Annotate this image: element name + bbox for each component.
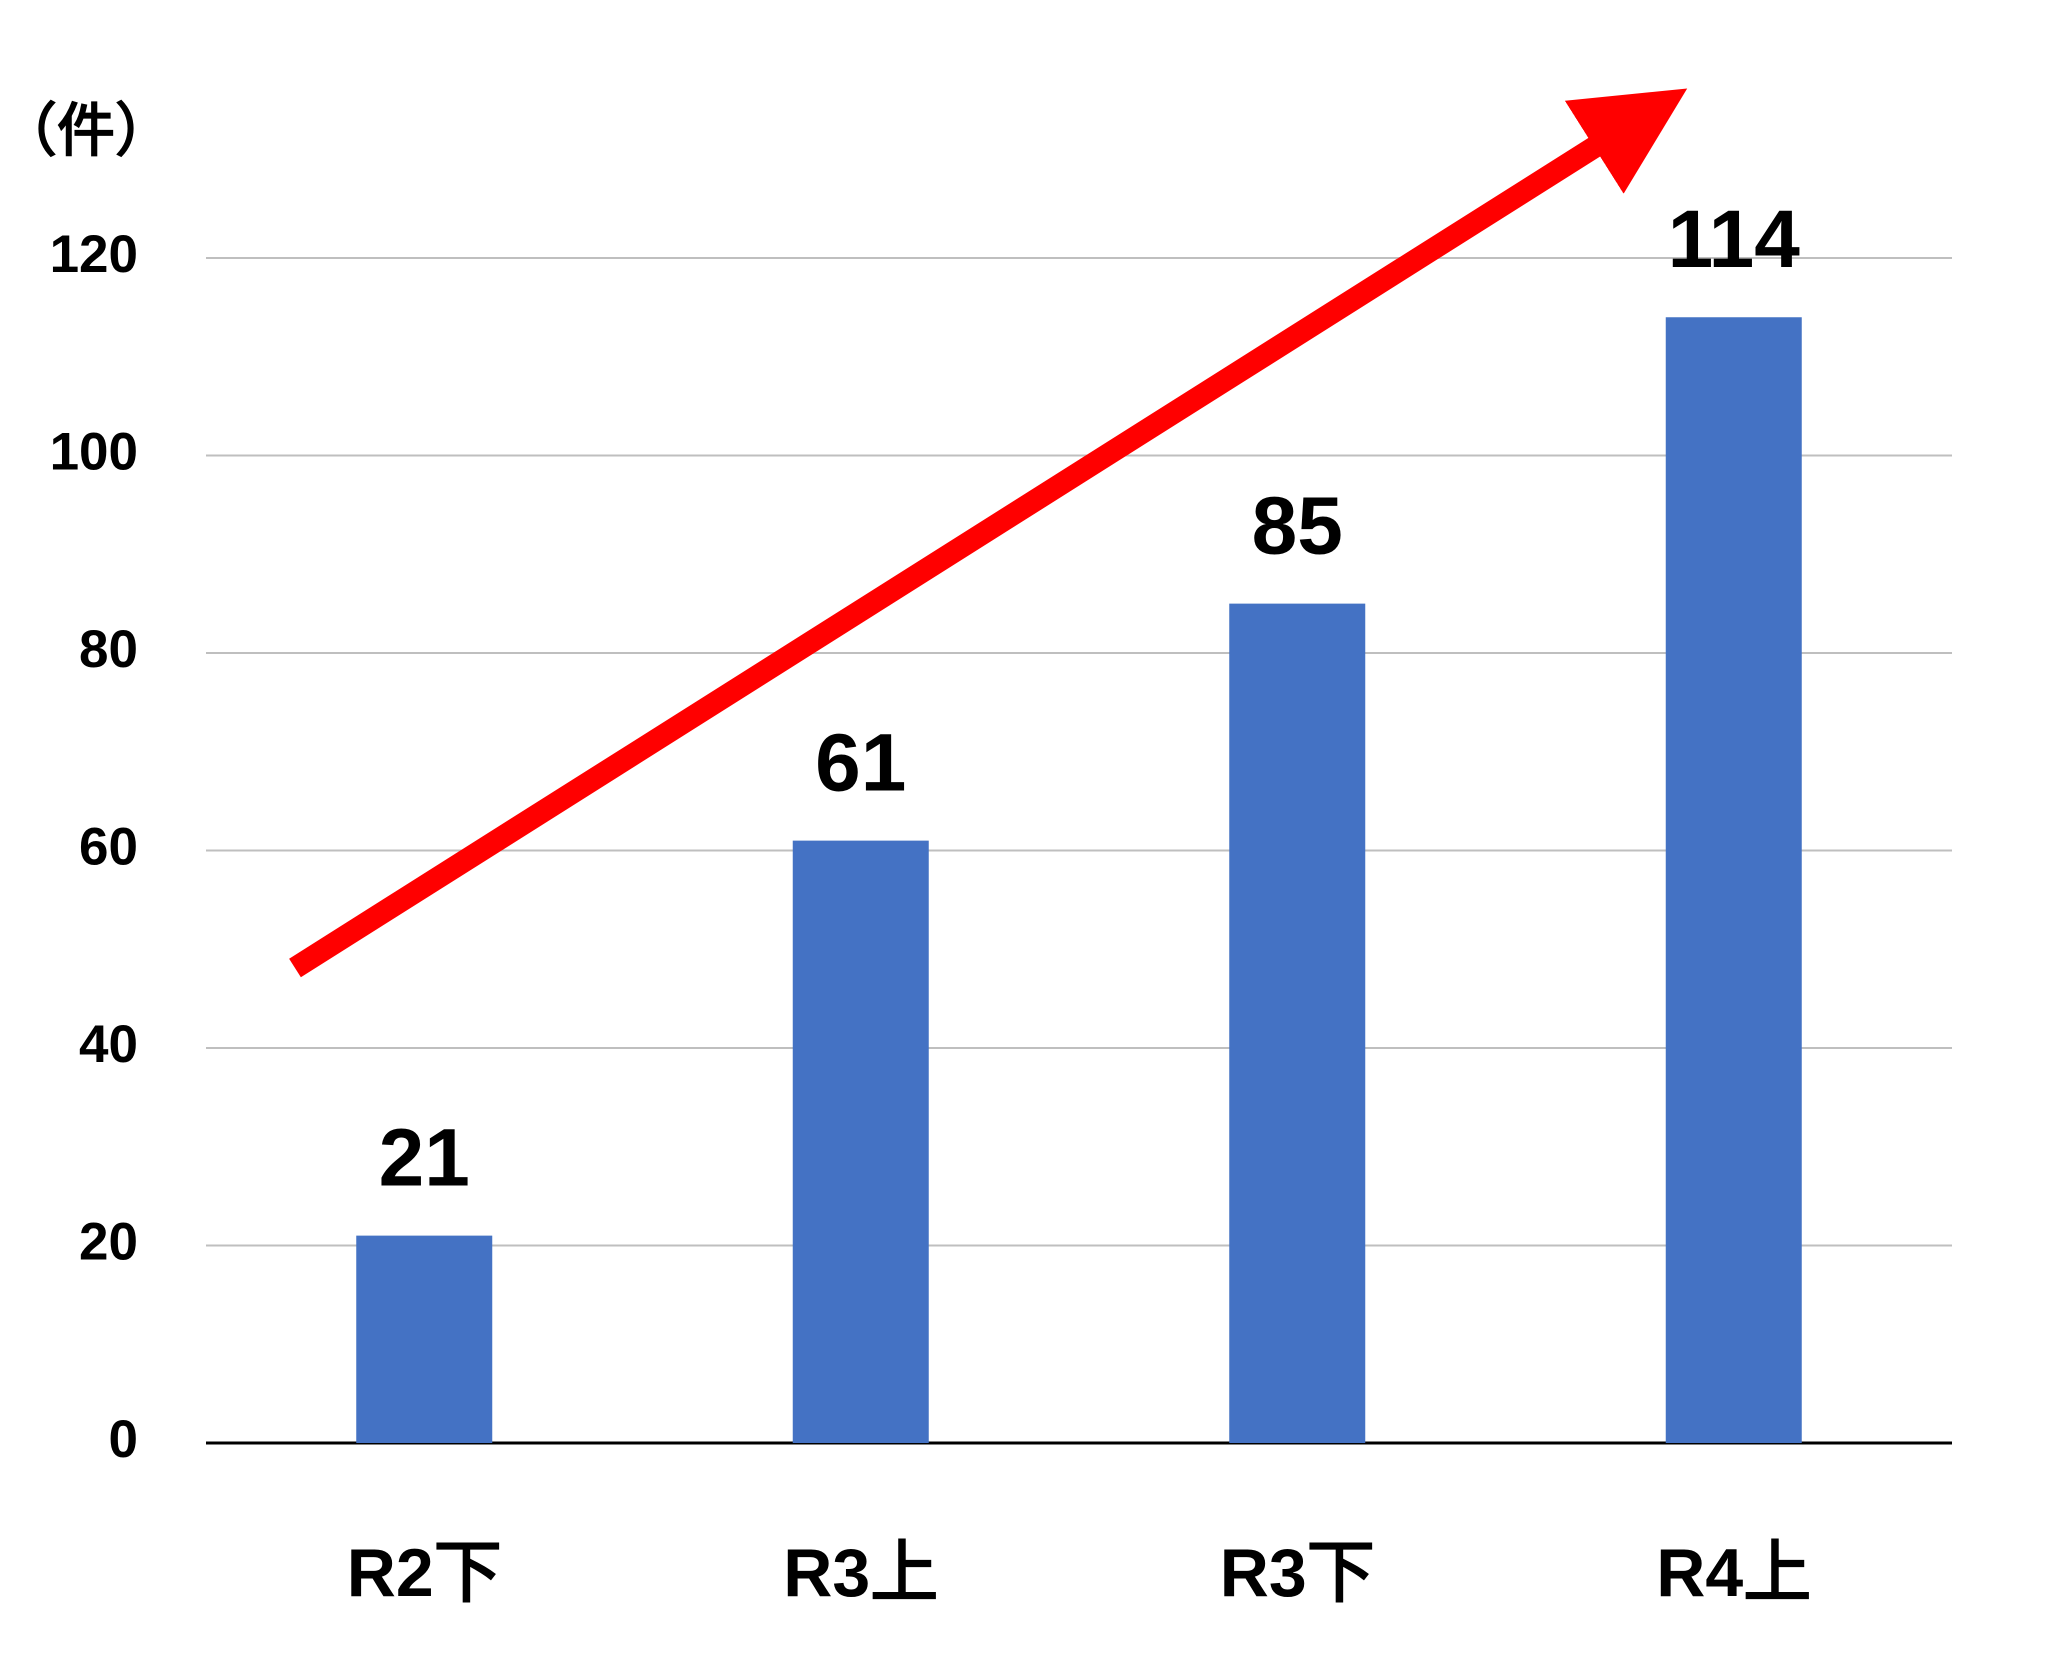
- y-tick-label: 100: [50, 423, 138, 482]
- data-label: 85: [1252, 480, 1343, 571]
- bar: [792, 840, 929, 1443]
- data-label: 61: [815, 717, 906, 808]
- x-tick-label: R2下: [347, 1535, 502, 1611]
- y-tick-label: 60: [79, 818, 138, 877]
- y-tick-label: 80: [79, 620, 138, 679]
- bar: [1229, 603, 1366, 1443]
- bar: [1665, 317, 1802, 1443]
- x-tick-label: R3上: [783, 1535, 938, 1611]
- y-tick-label: 40: [79, 1015, 138, 1074]
- bar: [356, 1235, 493, 1443]
- trend-arrow: [289, 88, 1688, 978]
- x-tick-label: R4上: [1656, 1535, 1811, 1611]
- y-tick-label: 20: [79, 1213, 138, 1272]
- y-axis-label: （件）: [0, 98, 173, 163]
- y-tick-label: 120: [50, 225, 138, 284]
- data-label: 21: [379, 1112, 470, 1203]
- data-label: 114: [1668, 194, 1801, 285]
- y-tick-label: 0: [109, 1410, 138, 1469]
- x-tick-label: R3下: [1220, 1535, 1375, 1611]
